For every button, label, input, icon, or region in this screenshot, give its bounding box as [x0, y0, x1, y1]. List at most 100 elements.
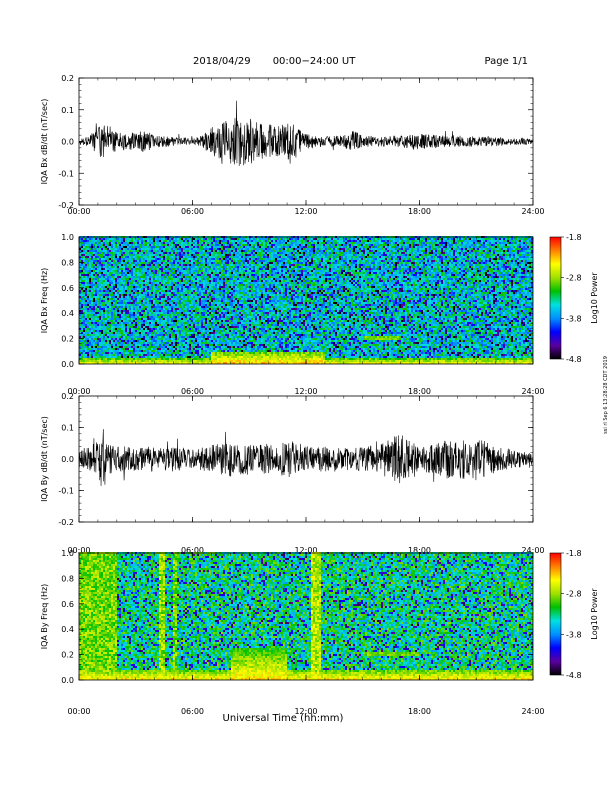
heat-cell — [211, 266, 213, 268]
heat-cell — [133, 350, 135, 352]
heat-cell — [105, 342, 107, 344]
heat-cell — [211, 350, 213, 352]
heat-cell — [121, 336, 123, 338]
heat-cell — [113, 284, 115, 286]
heat-cell — [89, 314, 91, 316]
heat-cell — [111, 262, 113, 264]
heat-cell — [221, 360, 223, 362]
heat-cell — [109, 258, 111, 260]
heat-cell — [183, 270, 185, 272]
heat-cell — [167, 360, 169, 362]
heat-cell — [125, 360, 127, 362]
heat-cell — [111, 330, 113, 332]
heat-cell — [191, 362, 193, 364]
heat-cell — [85, 306, 87, 308]
heat-cell — [121, 356, 123, 358]
heat-cell — [161, 274, 163, 276]
heat-cell — [149, 340, 151, 342]
heat-cell — [175, 280, 177, 282]
heat-cell — [201, 314, 203, 316]
heat-cell — [193, 338, 195, 340]
heat-cell — [221, 352, 223, 354]
heat-cell — [185, 262, 187, 264]
heat-cell — [159, 316, 161, 318]
heat-cell — [91, 354, 93, 356]
heat-cell — [127, 278, 129, 280]
heat-cell — [197, 346, 199, 348]
heat-cell — [171, 362, 173, 364]
heat-cell — [203, 346, 205, 348]
heat-cell — [177, 254, 179, 256]
heat-cell — [157, 326, 159, 328]
heat-cell — [155, 304, 157, 306]
heat-cell — [195, 340, 197, 342]
heat-cell — [145, 302, 147, 304]
heat-cell — [127, 294, 129, 296]
heat-cell — [177, 296, 179, 298]
heat-cell — [143, 266, 145, 268]
heat-cell — [135, 328, 137, 330]
heat-cell — [141, 290, 143, 292]
heat-cell — [91, 342, 93, 344]
heat-cell — [171, 264, 173, 266]
heat-cell — [179, 340, 181, 342]
heat-cell — [205, 304, 207, 306]
heat-cell — [149, 318, 151, 320]
heat-cell — [131, 344, 133, 346]
heat-cell — [127, 342, 129, 344]
heat-cell — [103, 350, 105, 352]
heat-cell — [169, 318, 171, 320]
heat-cell — [227, 240, 229, 242]
heat-cell — [111, 360, 113, 362]
heat-cell — [173, 290, 175, 292]
heat-cell — [131, 348, 133, 350]
heat-cell — [117, 358, 119, 360]
heat-cell — [151, 252, 153, 254]
heat-cell — [103, 256, 105, 258]
heat-cell — [157, 354, 159, 356]
heat-cell — [185, 338, 187, 340]
heat-cell — [161, 296, 163, 298]
heat-cell — [161, 348, 163, 350]
heat-cell — [105, 352, 107, 354]
heat-cell — [79, 342, 81, 344]
heat-cell — [213, 318, 215, 320]
heat-cell — [175, 250, 177, 252]
heat-cell — [167, 292, 169, 294]
heat-cell — [203, 356, 205, 358]
heat-cell — [215, 332, 217, 334]
heat-cell — [195, 266, 197, 268]
heat-cell — [203, 270, 205, 272]
heat-cell — [105, 302, 107, 304]
heat-cell — [199, 356, 201, 358]
heat-cell — [87, 304, 89, 306]
heat-cell — [207, 330, 209, 332]
heat-cell — [187, 336, 189, 338]
heat-cell — [83, 266, 85, 268]
heat-cell — [89, 294, 91, 296]
heat-cell — [185, 318, 187, 320]
heat-cell — [133, 278, 135, 280]
heat-cell — [107, 290, 109, 292]
heat-cell — [219, 358, 221, 360]
heat-cell — [229, 300, 231, 302]
heat-cell — [195, 268, 197, 270]
heat-cell — [139, 256, 141, 258]
heat-cell — [121, 264, 123, 266]
heat-cell — [99, 292, 101, 294]
heat-cell — [141, 356, 143, 358]
heat-cell — [167, 330, 169, 332]
heat-cell — [159, 326, 161, 328]
heat-cell — [189, 292, 191, 294]
heat-cell — [141, 330, 143, 332]
heat-cell — [111, 278, 113, 280]
heat-cell — [83, 352, 85, 354]
heat-cell — [205, 282, 207, 284]
heat-cell — [123, 336, 125, 338]
heat-cell — [173, 316, 175, 318]
heat-cell — [107, 244, 109, 246]
heat-cell — [213, 238, 215, 240]
heat-cell — [173, 314, 175, 316]
heat-cell — [217, 344, 219, 346]
heat-cell — [91, 352, 93, 354]
